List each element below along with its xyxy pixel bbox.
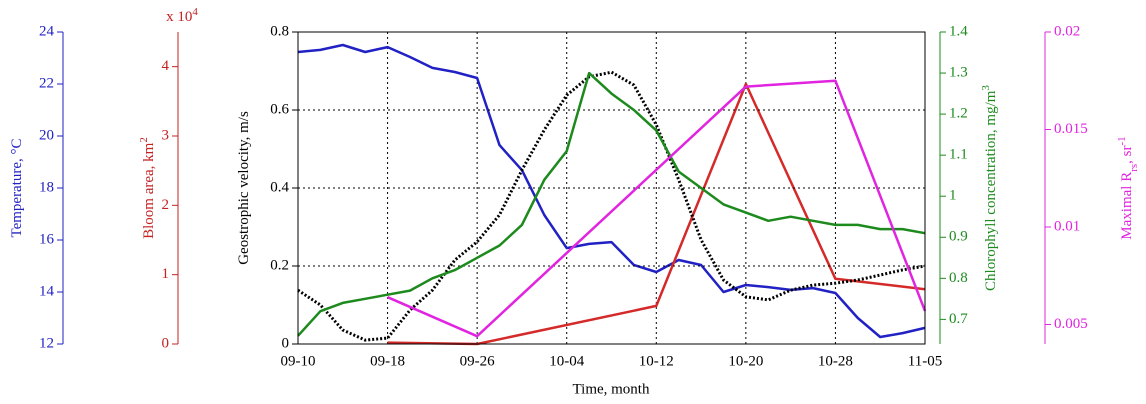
label-part: 4 xyxy=(192,6,198,18)
label-part: Geostrophic velocity, m/s xyxy=(236,111,252,265)
y-tick-label: 18 xyxy=(39,179,54,195)
y-tick-label: 16 xyxy=(39,231,55,247)
y-tick-label: 0.6 xyxy=(270,101,289,117)
label-part: 2 xyxy=(138,137,150,143)
y-axis-label: Geostrophic velocity, m/s xyxy=(236,111,252,265)
y-tick-label: 0 xyxy=(282,335,290,351)
y-tick-label: 2 xyxy=(162,197,170,213)
y-tick-label: 0.005 xyxy=(1054,316,1088,332)
y-tick-label: 0 xyxy=(162,335,170,351)
label-part: x 10 xyxy=(166,9,192,25)
y-tick-label: 1 xyxy=(949,188,957,204)
data-line xyxy=(297,43,926,339)
y-tick-label: 0.8 xyxy=(270,23,289,39)
y-tick-label: 0.015 xyxy=(1054,121,1088,137)
y-tick-label: 1 xyxy=(162,266,170,282)
y-tick-label: 1.1 xyxy=(949,147,968,163)
label-part: Maximal R xyxy=(1119,172,1135,240)
y-tick-label: 3 xyxy=(162,127,170,143)
x-tick-label: 09-10 xyxy=(281,353,316,369)
y-tick-label: 0.8 xyxy=(949,270,968,286)
y-tick-label: 22 xyxy=(39,75,54,91)
label-part: Chlorophyll concentration, mg/m xyxy=(983,90,999,291)
y-tick-label: 0.02 xyxy=(1054,23,1080,39)
x-tick-label: 11-05 xyxy=(908,353,942,369)
x-tick-label: 10-04 xyxy=(549,353,584,369)
y-tick-label: 24 xyxy=(39,23,55,39)
data-line xyxy=(387,79,927,338)
x-tick-label: 09-26 xyxy=(460,353,495,369)
x-tick-label: 10-12 xyxy=(639,353,674,369)
axis-scale: x 104 xyxy=(166,6,198,26)
label-part: 3 xyxy=(980,85,992,91)
y-tick-label: 1.2 xyxy=(949,106,968,122)
y-axis-label: Temperature, °C xyxy=(9,138,25,237)
y-tick-label: 1.4 xyxy=(949,23,968,39)
y-tick-label: 0.7 xyxy=(949,311,968,327)
data-line xyxy=(297,71,926,337)
x-tick-label: 10-20 xyxy=(728,353,763,369)
y-tick-label: 0.4 xyxy=(270,179,289,195)
y-tick-label: 12 xyxy=(39,335,54,351)
plot-frame xyxy=(297,31,926,345)
y-tick-label: 20 xyxy=(39,127,54,143)
y-tick-label: 4 xyxy=(162,58,170,74)
y-tick-label: 1.3 xyxy=(949,64,968,80)
y-tick-label: 14 xyxy=(39,283,55,299)
label-part: -1 xyxy=(1116,136,1128,145)
y-axis-label: Chlorophyll concentration, mg/m3 xyxy=(980,85,1000,291)
y-axis-label: Maximal Rrs, sr-1 xyxy=(1116,136,1140,239)
label-part: , sr xyxy=(1119,145,1135,163)
y-tick-label: 0.2 xyxy=(270,257,289,273)
x-tick-label: 09-18 xyxy=(370,353,405,369)
label-part: Bloom area, km xyxy=(141,142,157,239)
label-part: Temperature, °C xyxy=(9,138,25,237)
y-tick-label: 0.9 xyxy=(949,229,968,245)
x-tick-label: 10-28 xyxy=(818,353,853,369)
y-axis-label: Bloom area, km2 xyxy=(138,137,158,239)
label-part: rs xyxy=(1128,164,1140,172)
y-tick-label: 0.01 xyxy=(1054,218,1080,234)
x-axis-label: Time, month xyxy=(573,381,650,397)
